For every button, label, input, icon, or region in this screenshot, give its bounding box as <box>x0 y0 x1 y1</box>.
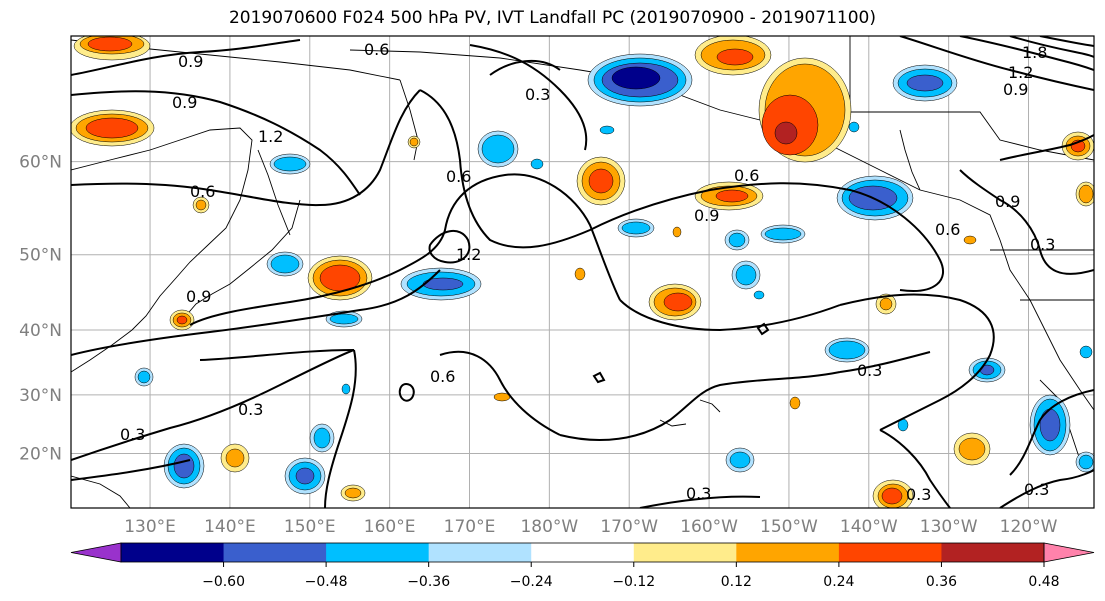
latitude-tick-label: 20°N <box>19 445 62 465</box>
contour-label: 1.2 <box>456 245 481 264</box>
contour-label: 0.9 <box>186 287 211 306</box>
map-frame <box>70 35 1095 509</box>
colorbar-segment <box>941 543 1045 562</box>
longitude-tick-label: 130°E <box>124 517 176 537</box>
longitude-tick-label: 150°E <box>284 517 336 537</box>
contour-label: 0.9 <box>178 52 203 71</box>
contour-label: 0.9 <box>694 206 719 225</box>
contour-label: 0.6 <box>935 220 960 239</box>
pv-shading <box>71 36 1094 508</box>
contour-label: 0.9 <box>995 192 1020 211</box>
latitude-tick-label: 50°N <box>19 246 62 266</box>
longitude-tick-label: 170°W <box>600 517 658 537</box>
contour-label: 0.3 <box>1030 235 1055 254</box>
latitude-tick-label: 40°N <box>19 321 62 341</box>
colorbar-segment <box>223 543 327 562</box>
longitude-tick-label: 120°W <box>1000 517 1058 537</box>
contour-label: 0.3 <box>857 361 882 380</box>
latitude-tick-label: 30°N <box>19 386 62 406</box>
colorbar-tick-label: −0.24 <box>510 574 553 590</box>
colorbar-segment <box>121 543 225 562</box>
contour-label: 0.3 <box>525 85 550 104</box>
contour-label: 1.8 <box>1022 43 1047 62</box>
contour-label: 0.6 <box>446 167 471 186</box>
pv-contours <box>71 36 1094 508</box>
longitude-tick-label: 180°W <box>520 517 578 537</box>
colorbar-segment <box>428 543 532 562</box>
contour-label: 0.3 <box>120 425 145 444</box>
contour-label: 0.3 <box>238 400 263 419</box>
longitude-tick-label: 150°W <box>760 517 818 537</box>
longitude-tick-label: 140°W <box>840 517 898 537</box>
colorbar-outline <box>120 542 1045 563</box>
latitude-tick-label: 60°N <box>19 153 62 173</box>
longitude-tick-label: 170°E <box>444 517 496 537</box>
colorbar-tick-label: 0.24 <box>823 574 854 590</box>
graticule <box>71 36 1094 508</box>
longitude-tick-labels: 130°E 140°E 150°E 160°E 170°E 180°W 170°W 160°W… <box>124 517 1057 537</box>
colorbar-tick-label: 0.12 <box>721 574 752 590</box>
contour-label: 0.3 <box>906 485 931 504</box>
colorbar-segment <box>531 543 635 562</box>
contour-label: 0.3 <box>1024 480 1049 499</box>
colorbar-segment <box>633 543 737 562</box>
contour-label: 0.6 <box>364 40 389 59</box>
contour-label: 0.9 <box>1003 80 1028 99</box>
contour-label: 1.2 <box>1008 63 1033 82</box>
colorbar-segment <box>326 543 430 562</box>
latitude-tick-labels: 60°N 50°N 40°N 30°N 20°N <box>19 153 62 465</box>
colorbar <box>70 542 1095 563</box>
colorbar-segment <box>838 543 942 562</box>
contour-label: 0.6 <box>190 182 215 201</box>
contour-labels: 0.9 0.6 0.3 1.2 1.8 0.9 1.2 0.6 0.9 0.6 … <box>120 40 1055 504</box>
contour-label: 0.3 <box>686 484 711 503</box>
contour-label: 0.6 <box>734 166 759 185</box>
longitude-tick-label: 130°W <box>920 517 978 537</box>
colorbar-max-extend <box>1043 542 1095 563</box>
colorbar-tick-label: −0.48 <box>305 574 348 590</box>
contour-label: 0.9 <box>172 93 197 112</box>
colorbar-min-extend <box>70 542 122 563</box>
colorbar-tick-labels: −0.60 −0.48 −0.36 −0.24 −0.12 0.12 0.24 0.36 0.4… <box>202 562 1060 590</box>
colorbar-tick-label: −0.12 <box>612 574 655 590</box>
contour-label: 0.6 <box>430 367 455 386</box>
colorbar-segment <box>736 543 840 562</box>
longitude-tick-label: 160°W <box>680 517 738 537</box>
colorbar-tick-label: −0.60 <box>202 574 245 590</box>
longitude-tick-label: 140°E <box>204 517 256 537</box>
colorbar-tick-label: −0.36 <box>407 574 450 590</box>
colorbar-tick-label: 0.36 <box>926 574 957 590</box>
longitude-tick-label: 160°E <box>364 517 416 537</box>
colorbar-tick-label: 0.48 <box>1028 574 1059 590</box>
map-title: 2019070600 F024 500 hPa PV, IVT Landfall… <box>228 8 876 28</box>
contour-label: 1.2 <box>258 127 283 146</box>
